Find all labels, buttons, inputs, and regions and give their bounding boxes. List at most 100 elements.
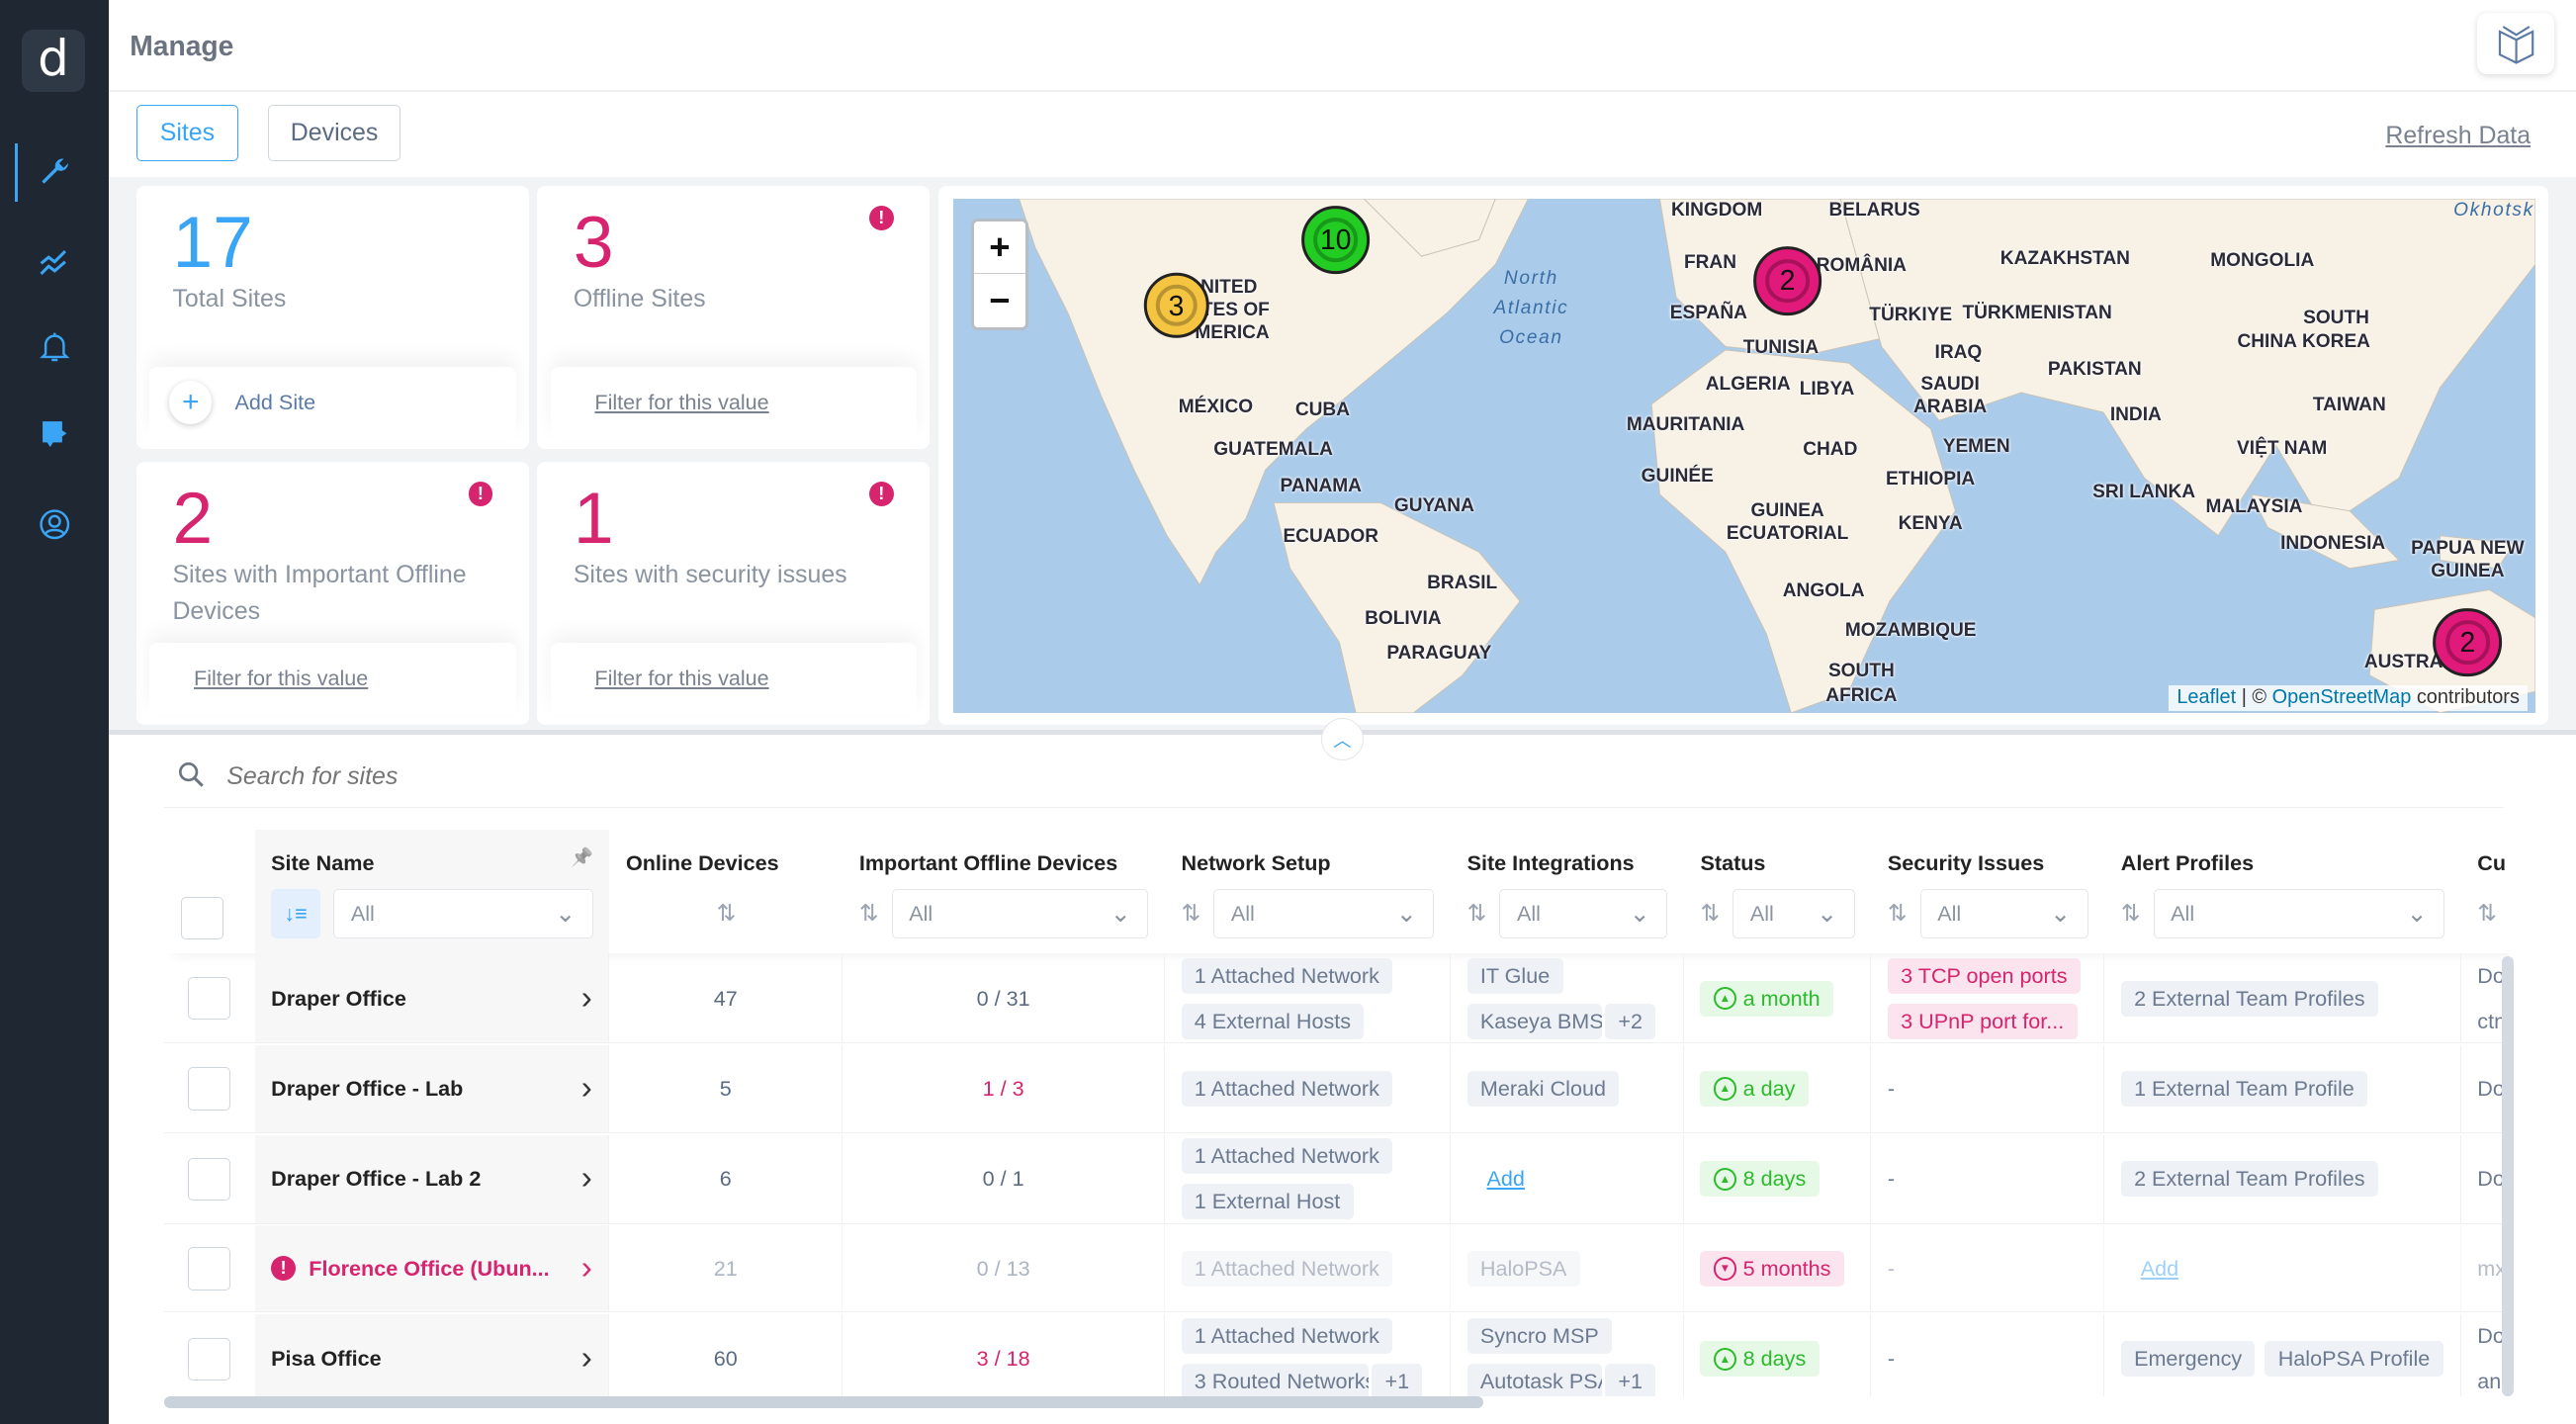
sort-icon[interactable]: ⇅ xyxy=(2477,900,2497,927)
sort-button[interactable]: ↓≡ xyxy=(271,888,320,938)
column-filter-dropdown[interactable]: All ⌄ xyxy=(1919,888,2088,938)
filter-link[interactable]: Filter for this value xyxy=(149,642,516,715)
filter-link[interactable]: Filter for this value xyxy=(550,366,918,439)
add-integration-link[interactable]: Add xyxy=(1486,1166,1525,1192)
integration-tag: Syncro MSP xyxy=(1466,1318,1613,1355)
map-zoom-control: + − xyxy=(970,218,1029,330)
table-cell[interactable]: Draper Office › xyxy=(254,954,610,1042)
vertical-scrollbar[interactable] xyxy=(2502,955,2514,1397)
column-filter-dropdown[interactable]: All ⌄ xyxy=(891,888,1149,938)
site-cluster-marker[interactable]: 10 xyxy=(1300,205,1371,275)
filter-value: All xyxy=(1230,900,1255,926)
search-input[interactable] xyxy=(226,758,2494,796)
collapse-panel-button[interactable]: ︿ xyxy=(1320,718,1364,761)
map-label: Ocean xyxy=(1499,327,1563,349)
site-name[interactable]: Draper Office - Lab 2 xyxy=(271,1166,482,1192)
header-title-row: Network Setup xyxy=(1182,846,1435,879)
zoom-out-button[interactable]: − xyxy=(989,279,1011,320)
important-offline-devices: 3 / 18 xyxy=(976,1346,1030,1372)
chevron-right-icon[interactable]: › xyxy=(580,1249,592,1287)
sort-icon[interactable]: ⇅ xyxy=(1181,900,1200,927)
network-tag: 1 Attached Network xyxy=(1181,957,1393,994)
sidebar-item-account[interactable] xyxy=(33,502,75,545)
sidebar-item-manage[interactable] xyxy=(33,151,75,194)
sidebar-item-alerts[interactable] xyxy=(33,325,75,368)
site-name[interactable]: Draper Office xyxy=(271,985,406,1011)
site-cluster-marker[interactable]: 3 xyxy=(1143,272,1209,339)
table-row[interactable]: Draper Office - Lab › 5 1 / 3 1 Attached Net… xyxy=(164,1044,2509,1134)
chevron-right-icon[interactable]: › xyxy=(580,1069,592,1107)
pin-icon[interactable]: 📌 xyxy=(571,846,593,867)
sort-icon[interactable]: ⇅ xyxy=(858,900,879,927)
column-filter-row: ⇅ All ⌄ xyxy=(1466,888,1668,938)
column-filter-dropdown[interactable]: All ⌄ xyxy=(1499,888,1668,938)
row-checkbox[interactable] xyxy=(188,1157,231,1201)
map-label: INDONESIA xyxy=(2280,532,2386,554)
add-alert-profile-link[interactable]: Add xyxy=(2140,1255,2179,1281)
map-label: KINGDOM xyxy=(1671,199,1763,221)
alert-profile-tag: 2 External Team Profiles xyxy=(2120,1161,2378,1198)
site-name[interactable]: Florence Office (Ubun... xyxy=(309,1255,550,1281)
sidebar-item-analytics[interactable] xyxy=(33,241,75,284)
online-devices: 6 xyxy=(719,1166,732,1192)
table-cell[interactable]: Pisa Office › xyxy=(254,1314,610,1397)
table-cell[interactable]: Draper Office - Lab 2 › xyxy=(254,1135,610,1223)
header-cell: Site Integrations ⇅ All ⌄ xyxy=(1451,830,1684,953)
chevron-right-icon[interactable]: › xyxy=(580,979,592,1017)
table-cell[interactable]: ! Florence Office (Ubun... › xyxy=(254,1225,610,1312)
horizontal-scrollbar[interactable] xyxy=(164,1396,1484,1408)
osm-link[interactable]: OpenStreetMap xyxy=(2271,686,2412,709)
map-label: ECUATORIAL xyxy=(1726,522,1849,544)
refresh-data-link[interactable]: Refresh Data xyxy=(2385,121,2532,149)
cluster-count: 2 xyxy=(2445,620,2490,665)
row-checkbox[interactable] xyxy=(188,1337,231,1380)
network-tag: 1 Attached Network xyxy=(1181,1071,1393,1107)
documentation-button[interactable] xyxy=(2477,13,2555,74)
map-label: MAURITANIA xyxy=(1626,414,1745,436)
row-checkbox[interactable] xyxy=(188,977,231,1021)
leaflet-link[interactable]: Leaflet xyxy=(2176,686,2237,709)
sort-icon[interactable]: ⇅ xyxy=(1700,900,1720,927)
site-name[interactable]: Draper Office - Lab xyxy=(271,1075,464,1101)
map-label: TAIWAN xyxy=(2312,395,2386,416)
header-title-row: Security Issues xyxy=(1888,846,2088,879)
chevron-down-icon: ⌄ xyxy=(2050,899,2071,928)
more-tag[interactable]: +1 xyxy=(1372,1364,1423,1397)
chevron-right-icon[interactable]: › xyxy=(580,1340,592,1378)
table-row[interactable]: Draper Office - Lab 2 › 6 0 / 1 1 Attached N… xyxy=(164,1135,2509,1224)
sort-icon[interactable]: ⇅ xyxy=(1466,900,1487,927)
table-cell[interactable]: Draper Office - Lab › xyxy=(254,1044,610,1133)
tab-sites[interactable]: Sites xyxy=(135,105,238,161)
table-row[interactable]: Draper Office › 47 0 / 31 1 Attached Network… xyxy=(164,954,2509,1043)
table-row[interactable]: Pisa Office › 60 3 / 18 1 Attached Network 3 … xyxy=(164,1314,2509,1397)
status-text: a day xyxy=(1742,1075,1796,1101)
column-filter-dropdown[interactable]: All ⌄ xyxy=(2153,888,2445,938)
site-cluster-marker[interactable]: 2 xyxy=(2433,607,2503,677)
more-tag[interactable]: +1 xyxy=(1605,1364,1656,1397)
sort-icon[interactable]: ⇅ xyxy=(716,900,737,927)
more-tag[interactable]: +2 xyxy=(1605,1003,1656,1039)
sort-icon[interactable]: ⇅ xyxy=(2120,900,2141,927)
row-checkbox[interactable] xyxy=(188,1247,231,1290)
site-name[interactable]: Pisa Office xyxy=(271,1346,382,1372)
chevron-right-icon[interactable]: › xyxy=(580,1160,592,1198)
filter-link[interactable]: Filter for this value xyxy=(550,642,918,715)
select-all-checkbox[interactable] xyxy=(180,897,223,940)
security-issues-empty: - xyxy=(1887,1075,1896,1101)
row-checkbox[interactable] xyxy=(188,1067,231,1111)
column-filter-dropdown[interactable]: All ⌄ xyxy=(1732,888,1855,938)
sort-icon[interactable]: ⇅ xyxy=(1887,900,1908,927)
column-filter-dropdown[interactable]: All ⌄ xyxy=(1213,888,1435,938)
table-row[interactable]: ! Florence Office (Ubun... › 21 0 / 13 1 Atta… xyxy=(164,1225,2509,1313)
sidebar-item-integrations[interactable] xyxy=(33,412,75,455)
site-cluster-marker[interactable]: 2 xyxy=(1752,246,1822,315)
status-text: 8 days xyxy=(1742,1346,1807,1372)
add-site-button[interactable]: + Add Site xyxy=(149,366,516,439)
table-cell: Syncro MSP Autotask PSA +1 xyxy=(1451,1314,1684,1397)
tab-devices[interactable]: Devices xyxy=(267,105,401,161)
zoom-in-button[interactable]: + xyxy=(973,222,1026,275)
column-filter-dropdown[interactable]: All ⌄ xyxy=(333,888,593,938)
page-title: Manage xyxy=(130,29,234,61)
sites-map[interactable]: KINGDOM BELARUS FRAN ROMÂNIA KAZAKHSTAN MONGO… xyxy=(952,199,2535,714)
app-logo[interactable]: d xyxy=(21,29,86,93)
